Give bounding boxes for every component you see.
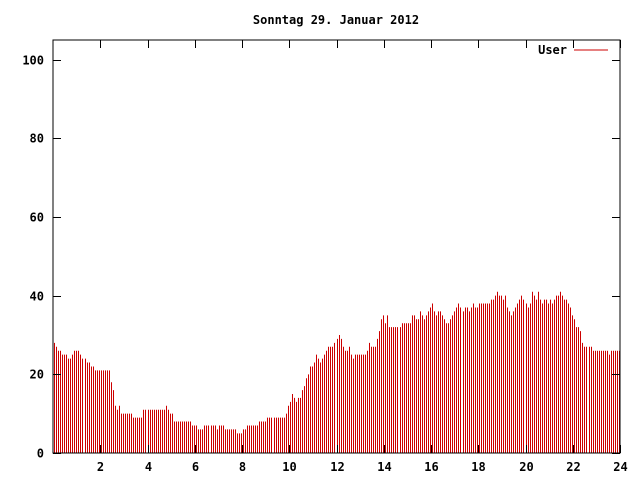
y-tick-label: 80 bbox=[30, 132, 44, 146]
y-tick-label: 0 bbox=[37, 447, 44, 461]
x-tick-label: 4 bbox=[145, 460, 152, 474]
x-tick-label: 16 bbox=[424, 460, 438, 474]
x-tick-label: 6 bbox=[192, 460, 199, 474]
y-tick-label: 60 bbox=[30, 211, 44, 225]
x-tick-label: 2 bbox=[97, 460, 104, 474]
x-tick-label: 12 bbox=[330, 460, 344, 474]
x-tick-label: 14 bbox=[377, 460, 391, 474]
plot-frame bbox=[52, 39, 621, 454]
bar-series-user bbox=[54, 291, 620, 453]
y-tick-label: 100 bbox=[22, 54, 44, 68]
x-tick-label: 18 bbox=[471, 460, 485, 474]
y-tick-label: 20 bbox=[30, 368, 44, 382]
x-tick-label: 24 bbox=[613, 460, 627, 474]
x-tick-label: 10 bbox=[282, 460, 296, 474]
y-tick-label: 40 bbox=[30, 290, 44, 304]
chart-title: Sonntag 29. Januar 2012 bbox=[253, 13, 419, 27]
x-tick-label: 20 bbox=[519, 460, 533, 474]
legend: User bbox=[538, 43, 608, 57]
legend-label-user: User bbox=[538, 43, 567, 57]
x-tick-label: 8 bbox=[239, 460, 246, 474]
x-tick-label: 22 bbox=[566, 460, 580, 474]
